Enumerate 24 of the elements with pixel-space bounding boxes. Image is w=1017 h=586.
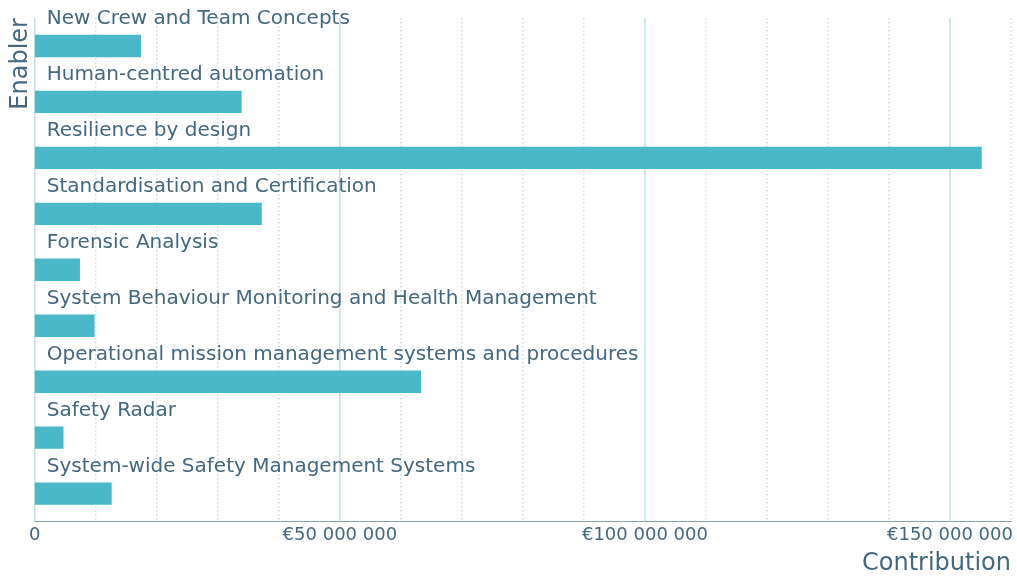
- bar: [34, 90, 242, 114]
- bar: [34, 202, 262, 226]
- y-tick-label: Forensic Analysis: [46, 228, 219, 253]
- y-tick-label: Resilience by design: [46, 116, 252, 141]
- x-tick-label: €100 000 000: [581, 523, 708, 545]
- bar: [34, 426, 64, 449]
- bar: [34, 370, 422, 393]
- y-tick-label: Human-centred automation: [46, 60, 325, 85]
- bar: [34, 146, 982, 170]
- x-tick-label: €50 000 000: [282, 523, 398, 545]
- y-axis-title: Enabler: [4, 17, 33, 110]
- bar: [34, 34, 141, 58]
- bar: [34, 314, 95, 337]
- y-tick-label: Operational mission management systems and procedures: [46, 340, 639, 365]
- x-axis-title: Contribution: [861, 547, 1011, 576]
- bar: [34, 258, 80, 281]
- y-tick-label: System-wide Safety Management Systems: [46, 452, 476, 477]
- y-tick-label: System Behaviour Monitoring and Health Management: [46, 284, 597, 309]
- y-tick-label: Safety Radar: [46, 396, 177, 421]
- y-tick-label: Standardisation and Certification: [46, 172, 377, 197]
- x-tick-label: €150 000 000: [887, 523, 1013, 545]
- bar: [34, 482, 112, 505]
- x-tick-label: 0: [29, 523, 41, 545]
- y-tick-label: New Crew and Team Concepts: [46, 4, 350, 29]
